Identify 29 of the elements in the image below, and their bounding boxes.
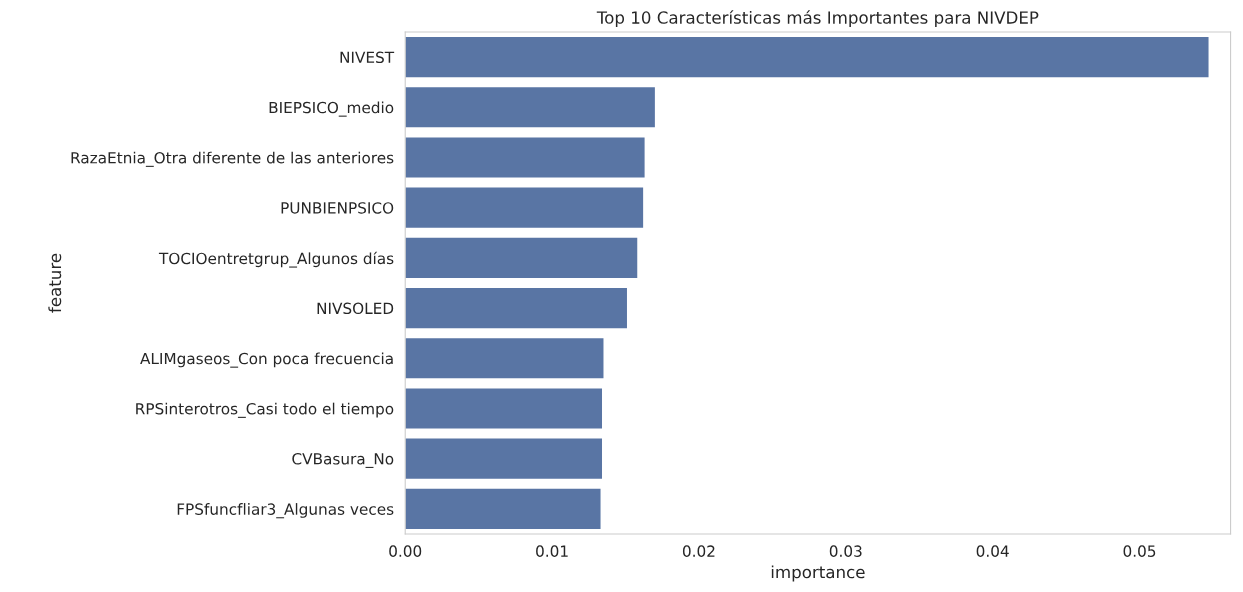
bar — [405, 36, 1209, 78]
bar — [405, 338, 604, 379]
y-tick-label: RazaEtnia_Otra diferente de las anteriores — [71, 151, 394, 167]
y-tick-label: PUNBIENPSICO — [281, 202, 394, 214]
x-tick-label: 0.05 — [1123, 545, 1156, 557]
bar — [405, 187, 644, 228]
x-tick-label: 0.03 — [829, 545, 862, 557]
y-tick-label: NIVSOLED — [317, 302, 394, 315]
chart-title: Top 10 Características más Importantes para NIVDEP — [596, 10, 1039, 28]
bar — [405, 388, 603, 429]
bar — [405, 87, 655, 128]
bar — [405, 137, 645, 178]
x-axis-title: importance — [771, 565, 865, 582]
y-tick-label: BIEPSICO_medio — [269, 101, 394, 117]
bar — [405, 288, 627, 329]
bar — [405, 237, 638, 278]
y-axis-title: feature — [48, 253, 62, 313]
bar — [405, 438, 603, 479]
x-tick-label: 0.02 — [682, 545, 715, 557]
y-tick-label: NIVEST — [340, 51, 395, 64]
y-tick-label: FPSfuncfliar3_Algunas veces — [177, 503, 394, 519]
y-tick-label: TOCIOentretgrup_Algunos días — [158, 251, 394, 268]
x-tick-label: 0.04 — [976, 545, 1009, 557]
bar — [405, 488, 601, 529]
y-tick-label: RPSinterotros_Casi todo el tiempo — [136, 402, 394, 418]
x-tick-label: 0.01 — [536, 545, 568, 557]
x-tick-label: 0.00 — [389, 545, 422, 557]
y-tick-label: CVBasura_No — [292, 453, 394, 468]
y-tick-label: ALIMgaseos_Con poca frecuencia — [140, 352, 393, 368]
